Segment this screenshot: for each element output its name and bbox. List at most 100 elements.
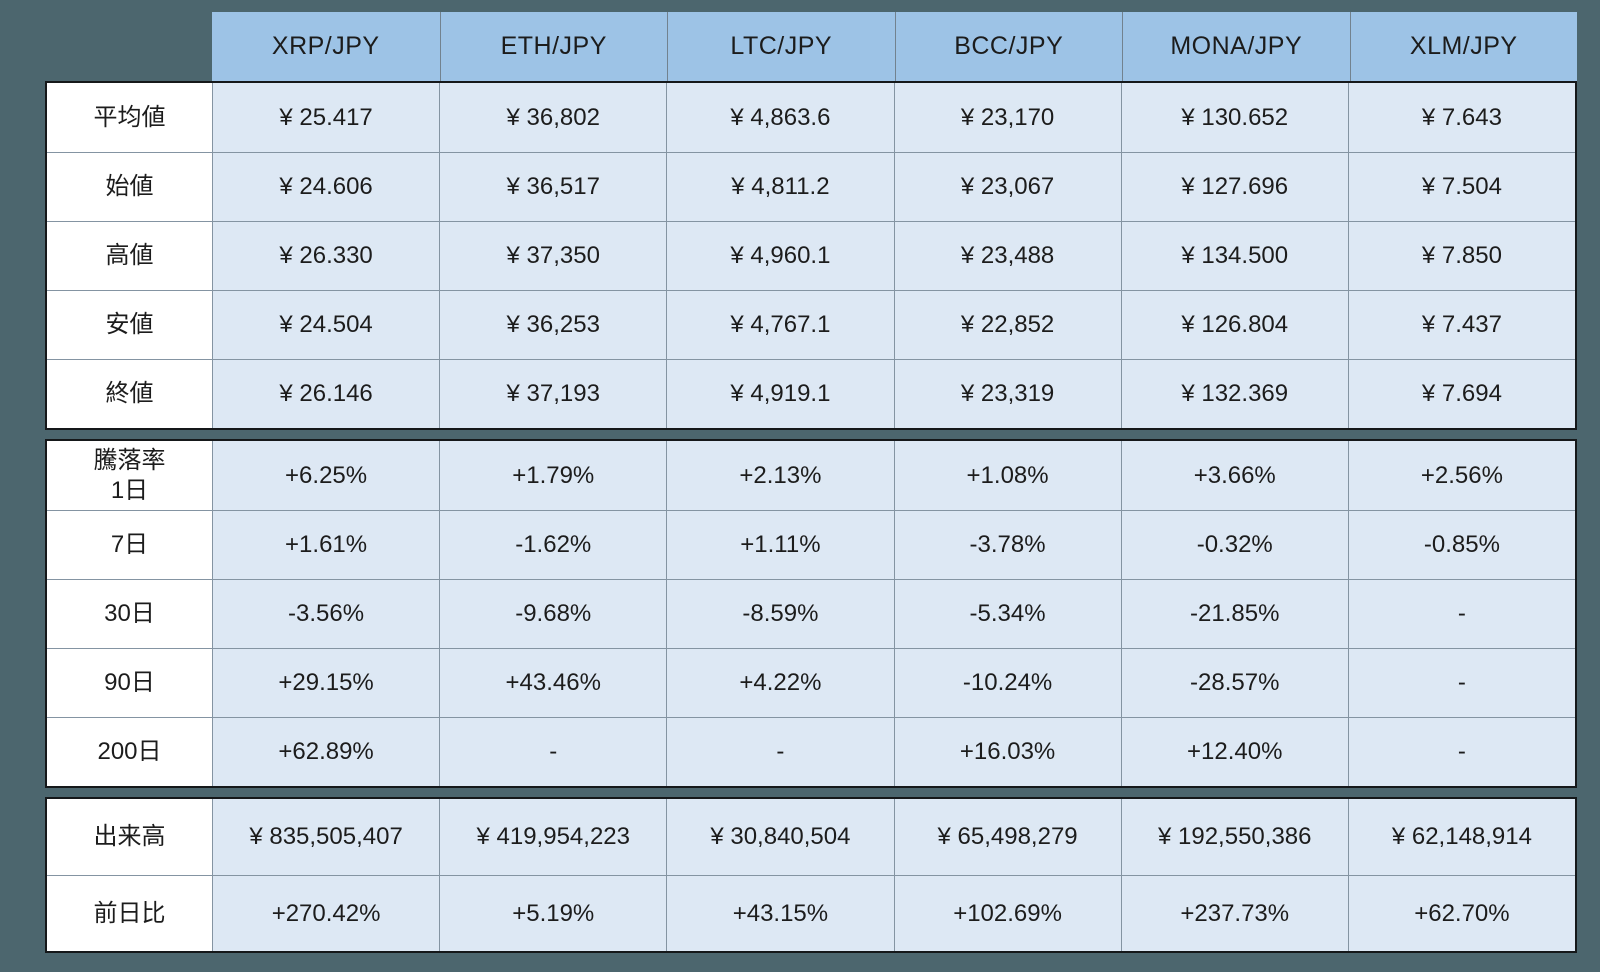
cell-change-7d-xlm-jpy: -0.85% (1347, 511, 1575, 579)
row-label-change-90d: 90日 (47, 649, 212, 717)
column-header-ltc-jpy: LTC/JPY (667, 12, 895, 81)
cell-change-30d-ltc-jpy: -8.59% (666, 580, 894, 648)
cell-low-ltc-jpy: ¥ 4,767.1 (666, 291, 894, 359)
cell-prev-day-ratio-xlm-jpy: +62.70% (1347, 876, 1575, 951)
cell-high-bcc-jpy: ¥ 23,488 (893, 222, 1121, 290)
cell-high-xlm-jpy: ¥ 7.850 (1347, 222, 1575, 290)
cell-change-7d-xrp-jpy: +1.61% (212, 511, 440, 579)
cell-change-30d-mona-jpy: -21.85% (1120, 580, 1348, 648)
row-label-close: 終値 (47, 360, 212, 428)
table-row-low: 安値 ¥ 24.504 ¥ 36,253 ¥ 4,767.1 ¥ 22,852 ¥ 126… (47, 290, 1575, 359)
cell-volume-ltc-jpy: ¥ 30,840,504 (666, 799, 894, 875)
cell-change-30d-eth-jpy: -9.68% (439, 580, 667, 648)
cell-change-30d-bcc-jpy: -5.34% (893, 580, 1121, 648)
cell-change-200d-bcc-jpy: +16.03% (893, 718, 1121, 786)
cell-average-ltc-jpy: ¥ 4,863.6 (666, 83, 894, 152)
crypto-price-table: XRP/JPY ETH/JPY LTC/JPY BCC/JPY MONA/JPY XLM/… (45, 12, 1577, 953)
cell-change-200d-xrp-jpy: +62.89% (212, 718, 440, 786)
section-prices: 平均値 ¥ 25.417 ¥ 36,802 ¥ 4,863.6 ¥ 23,170 ¥ 13… (45, 81, 1577, 430)
column-header-xlm-jpy: XLM/JPY (1349, 12, 1578, 81)
column-header-mona-jpy: MONA/JPY (1122, 12, 1350, 81)
cell-change-7d-mona-jpy: -0.32% (1120, 511, 1348, 579)
cell-average-bcc-jpy: ¥ 23,170 (893, 83, 1121, 152)
cell-low-bcc-jpy: ¥ 22,852 (893, 291, 1121, 359)
cell-open-bcc-jpy: ¥ 23,067 (893, 153, 1121, 221)
cell-high-ltc-jpy: ¥ 4,960.1 (666, 222, 894, 290)
cell-volume-eth-jpy: ¥ 419,954,223 (439, 799, 667, 875)
table-body: 平均値 ¥ 25.417 ¥ 36,802 ¥ 4,863.6 ¥ 23,170 ¥ 13… (45, 81, 1577, 953)
table-row-change-30d: 30日 -3.56% -9.68% -8.59% -5.34% -21.85% - (47, 579, 1575, 648)
row-label-change-30d: 30日 (47, 580, 212, 648)
table-row-prev-day-ratio: 前日比 +270.42% +5.19% +43.15% +102.69% +237.73%… (47, 875, 1575, 951)
section-volume: 出来高 ¥ 835,505,407 ¥ 419,954,223 ¥ 30,840,50… (45, 797, 1577, 953)
cell-change-90d-ltc-jpy: +4.22% (666, 649, 894, 717)
cell-change-1d-ltc-jpy: +2.13% (666, 441, 894, 510)
table-row-average: 平均値 ¥ 25.417 ¥ 36,802 ¥ 4,863.6 ¥ 23,170 ¥ 13… (47, 83, 1575, 152)
header-row: XRP/JPY ETH/JPY LTC/JPY BCC/JPY MONA/JPY XLM/… (212, 12, 1577, 81)
row-label-low: 安値 (47, 291, 212, 359)
cell-change-1d-xlm-jpy: +2.56% (1347, 441, 1575, 510)
row-label-open: 始値 (47, 153, 212, 221)
cell-average-xrp-jpy: ¥ 25.417 (212, 83, 440, 152)
cell-volume-mona-jpy: ¥ 192,550,386 (1120, 799, 1348, 875)
cell-close-eth-jpy: ¥ 37,193 (439, 360, 667, 428)
cell-average-eth-jpy: ¥ 36,802 (439, 83, 667, 152)
cell-change-7d-ltc-jpy: +1.11% (666, 511, 894, 579)
cell-change-200d-mona-jpy: +12.40% (1120, 718, 1348, 786)
cell-prev-day-ratio-mona-jpy: +237.73% (1120, 876, 1348, 951)
table-row-high: 高値 ¥ 26.330 ¥ 37,350 ¥ 4,960.1 ¥ 23,488 ¥ 134… (47, 221, 1575, 290)
cell-change-30d-xrp-jpy: -3.56% (212, 580, 440, 648)
cell-open-xrp-jpy: ¥ 24.606 (212, 153, 440, 221)
column-header-eth-jpy: ETH/JPY (439, 12, 668, 81)
cell-change-200d-ltc-jpy: - (666, 718, 894, 786)
cell-high-mona-jpy: ¥ 134.500 (1120, 222, 1348, 290)
cell-change-1d-bcc-jpy: +1.08% (893, 441, 1121, 510)
cell-change-1d-xrp-jpy: +6.25% (212, 441, 440, 510)
cell-change-90d-eth-jpy: +43.46% (439, 649, 667, 717)
cell-average-mona-jpy: ¥ 130.652 (1120, 83, 1348, 152)
row-label-volume: 出来高 (47, 799, 212, 875)
row-label-change-7d: 7日 (47, 511, 212, 579)
cell-change-7d-bcc-jpy: -3.78% (893, 511, 1121, 579)
cell-change-90d-mona-jpy: -28.57% (1120, 649, 1348, 717)
cell-change-90d-xrp-jpy: +29.15% (212, 649, 440, 717)
cell-low-mona-jpy: ¥ 126.804 (1120, 291, 1348, 359)
cell-low-xrp-jpy: ¥ 24.504 (212, 291, 440, 359)
cell-change-1d-eth-jpy: +1.79% (439, 441, 667, 510)
cell-close-mona-jpy: ¥ 132.369 (1120, 360, 1348, 428)
cell-volume-bcc-jpy: ¥ 65,498,279 (893, 799, 1121, 875)
row-label-high: 高値 (47, 222, 212, 290)
row-label-prev-day-ratio: 前日比 (47, 876, 212, 951)
cell-low-xlm-jpy: ¥ 7.437 (1347, 291, 1575, 359)
column-header-xrp-jpy: XRP/JPY (271, 32, 380, 60)
table-row-change-7d: 7日 +1.61% -1.62% +1.11% -3.78% -0.32% -0.85% (47, 510, 1575, 579)
cell-high-eth-jpy: ¥ 37,350 (439, 222, 667, 290)
cell-prev-day-ratio-eth-jpy: +5.19% (439, 876, 667, 951)
cell-change-200d-xlm-jpy: - (1347, 718, 1575, 786)
table-row-open: 始値 ¥ 24.606 ¥ 36,517 ¥ 4,811.2 ¥ 23,067 ¥ 127… (47, 152, 1575, 221)
cell-volume-xlm-jpy: ¥ 62,148,914 (1347, 799, 1575, 875)
section-change-rates: 騰落率 1日 +6.25% +1.79% +2.13% +1.08% +3.66% +2.5… (45, 439, 1577, 788)
cell-low-eth-jpy: ¥ 36,253 (439, 291, 667, 359)
cell-close-bcc-jpy: ¥ 23,319 (893, 360, 1121, 428)
cell-close-ltc-jpy: ¥ 4,919.1 (666, 360, 894, 428)
table-row-change-1d: 騰落率 1日 +6.25% +1.79% +2.13% +1.08% +3.66% +2.5… (47, 441, 1575, 510)
cell-prev-day-ratio-ltc-jpy: +43.15% (666, 876, 894, 951)
table-row-close: 終値 ¥ 26.146 ¥ 37,193 ¥ 4,919.1 ¥ 23,319 ¥ 132… (47, 359, 1575, 428)
column-header-bcc-jpy: BCC/JPY (894, 12, 1123, 81)
cell-close-xrp-jpy: ¥ 26.146 (212, 360, 440, 428)
cell-change-1d-mona-jpy: +3.66% (1120, 441, 1348, 510)
cell-change-30d-xlm-jpy: - (1347, 580, 1575, 648)
cell-change-200d-eth-jpy: - (439, 718, 667, 786)
table-row-change-90d: 90日 +29.15% +43.46% +4.22% -10.24% -28.57% - (47, 648, 1575, 717)
table-row-change-200d: 200日 +62.89% - - +16.03% +12.40% - (47, 717, 1575, 786)
cell-close-xlm-jpy: ¥ 7.694 (1347, 360, 1575, 428)
cell-open-eth-jpy: ¥ 36,517 (439, 153, 667, 221)
cell-change-90d-bcc-jpy: -10.24% (893, 649, 1121, 717)
cell-open-mona-jpy: ¥ 127.696 (1120, 153, 1348, 221)
cell-prev-day-ratio-xrp-jpy: +270.42% (212, 876, 440, 951)
cell-prev-day-ratio-bcc-jpy: +102.69% (893, 876, 1121, 951)
cell-change-90d-xlm-jpy: - (1347, 649, 1575, 717)
table-row-volume: 出来高 ¥ 835,505,407 ¥ 419,954,223 ¥ 30,840,50… (47, 799, 1575, 875)
cell-open-xlm-jpy: ¥ 7.504 (1347, 153, 1575, 221)
